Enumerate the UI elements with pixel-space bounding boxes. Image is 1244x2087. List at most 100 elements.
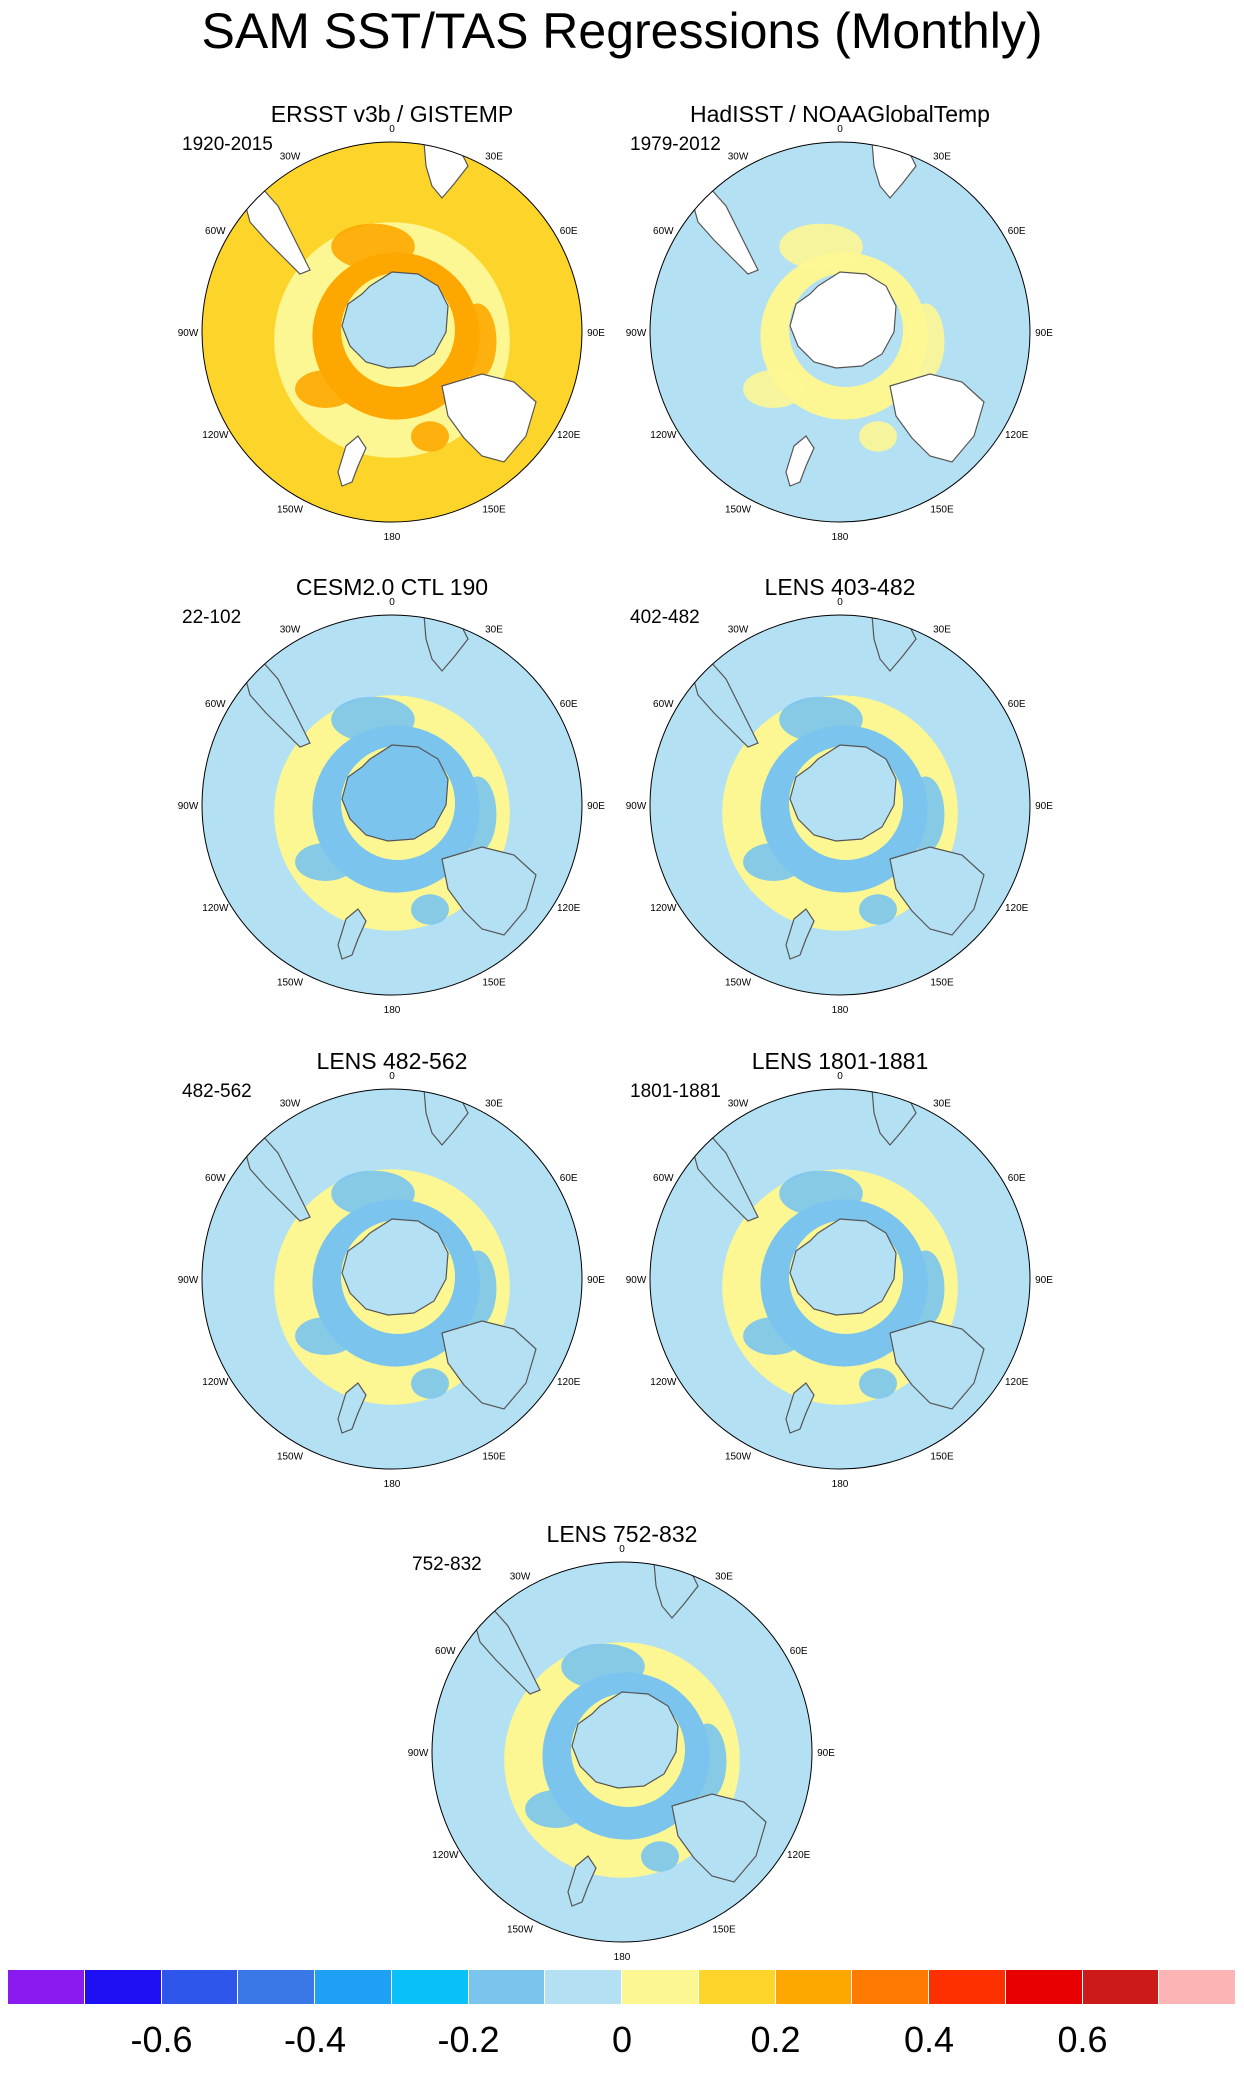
- longitude-label: 30W: [280, 151, 301, 162]
- colorbar-tick-label: -0.6: [130, 2019, 193, 2060]
- anomaly-patch: [331, 1170, 415, 1217]
- south-america-landmass: [691, 187, 759, 275]
- new-zealand-landmass: [785, 435, 815, 487]
- map-fill: [650, 615, 1030, 995]
- colorbar-swatch: [315, 1970, 392, 2004]
- colorbar-swatch: [84, 1970, 162, 2004]
- longitude-label: 0: [389, 1071, 395, 1082]
- longitude-label: 150E: [712, 1925, 736, 1936]
- longitude-label: 60E: [560, 1173, 578, 1184]
- longitude-label: 90E: [587, 1275, 605, 1286]
- longitude-label: 90W: [178, 801, 199, 812]
- longitude-label: 90E: [587, 328, 605, 339]
- map-border: [649, 1088, 1031, 1470]
- anomaly-patch: [906, 776, 945, 853]
- map-panel-lens-403-482: LENS 403-482 402-482 0 30E 60E 90E 120E 150E 1…: [626, 573, 1054, 1016]
- anomaly-patch: [906, 303, 945, 380]
- longitude-label: 0: [389, 597, 395, 608]
- colorbar-swatch: [622, 1970, 699, 2004]
- panel-title: HadISST / NOAAGlobalTemp: [690, 101, 990, 127]
- longitude-label: 60E: [790, 1646, 808, 1657]
- longitude-label: 30W: [728, 624, 749, 635]
- longitude-label: 120W: [650, 903, 677, 914]
- longitude-label: 90E: [587, 801, 605, 812]
- longitude-label: 120E: [1005, 903, 1029, 914]
- longitude-label: 150W: [725, 978, 752, 989]
- longitude-label: 150E: [930, 1452, 954, 1463]
- longitude-label: 150W: [277, 505, 304, 516]
- longitude-label: 180: [384, 1005, 401, 1016]
- longitude-label: 120W: [202, 430, 229, 441]
- longitude-label: 180: [832, 1005, 849, 1016]
- south-america-landmass: [473, 1607, 541, 1695]
- longitude-label: 150E: [482, 505, 506, 516]
- colorbar-tick-label: 0.6: [1057, 2019, 1108, 2060]
- longitude-label: 150E: [482, 978, 506, 989]
- map-fill: [432, 1562, 812, 1942]
- anomaly-patch: [743, 1317, 804, 1355]
- map-border: [649, 141, 1031, 523]
- anomaly-patch: [295, 370, 356, 408]
- longitude-label: 90W: [626, 328, 647, 339]
- colorbar-swatch: [1082, 1970, 1160, 2004]
- map-panel-lens-1801-1881: LENS 1801-1881 1801-1881 0 30E 60E 90E 120E 1…: [626, 1047, 1054, 1490]
- longitude-label: 0: [837, 597, 843, 608]
- polar-map: 0 30E 60E 90E 120E 150E 180 150W 120W 90W 60W 30W: [178, 1071, 606, 1490]
- longitude-label: 60W: [435, 1646, 456, 1657]
- longitude-label: 60E: [1008, 699, 1026, 710]
- polar-map: 0 30E 60E 90E 120E 150E 180 150W 120W 90W 60W 30W: [626, 124, 1054, 543]
- longitude-label: 120E: [557, 1377, 581, 1388]
- map-border: [431, 1561, 813, 1943]
- map-border: [649, 614, 1031, 996]
- panel-title: LENS 1801-1881: [751, 1048, 929, 1074]
- polar-map: 0 30E 60E 90E 120E 150E 180 150W 120W 90W 60W 30W: [178, 597, 606, 1016]
- longitude-label: 60W: [653, 1173, 674, 1184]
- anomaly-patch: [525, 1790, 586, 1828]
- map-fill: [202, 142, 582, 522]
- longitude-label: 30W: [728, 1098, 749, 1109]
- new-zealand-landmass: [337, 435, 367, 487]
- panel-title: LENS 403-482: [764, 574, 916, 600]
- australia-landmass: [889, 846, 985, 936]
- panel-period: 752-832: [412, 1554, 482, 1575]
- panel-period: 22-102: [182, 607, 242, 628]
- longitude-label: 30E: [485, 151, 503, 162]
- anomaly-patch: [906, 1250, 945, 1327]
- polar-map: 0 30E 60E 90E 120E 150E 180 150W 120W 90W 60W 30W: [626, 597, 1054, 1016]
- longitude-label: 90E: [1035, 1275, 1053, 1286]
- longitude-label: 150W: [277, 978, 304, 989]
- longitude-label: 150W: [277, 1452, 304, 1463]
- anomaly-patch: [688, 1723, 727, 1800]
- polar-map: 0 30E 60E 90E 120E 150E 180 150W 120W 90W 60W 30W: [408, 1544, 836, 1963]
- anomaly-patch: [295, 1317, 356, 1355]
- south-america-landmass: [243, 1134, 311, 1222]
- anomaly-patch: [458, 776, 497, 853]
- map-border: [201, 1088, 583, 1470]
- australia-landmass: [889, 1320, 985, 1410]
- antarctica-landmass: [789, 1218, 897, 1316]
- colorbar-swatch: [1159, 1970, 1236, 2004]
- antarctica-landmass: [789, 271, 897, 369]
- anomaly-patch: [561, 1643, 645, 1690]
- longitude-label: 120W: [650, 430, 677, 441]
- longitude-label: 150E: [930, 978, 954, 989]
- south-america-landmass: [243, 660, 311, 748]
- polar-map: 0 30E 60E 90E 120E 150E 180 150W 120W 90W 60W 30W: [626, 1071, 1054, 1490]
- colorbar-tick-label: 0.2: [750, 2019, 801, 2060]
- colorbar-swatch: [161, 1970, 239, 2004]
- longitude-label: 90W: [408, 1748, 429, 1759]
- panel-period: 402-482: [630, 607, 700, 628]
- colorbar: -0.6 -0.4 -0.2 0 0.2 0.4 0.6: [8, 1970, 1236, 2080]
- longitude-label: 0: [837, 124, 843, 135]
- map-fill: [202, 1089, 582, 1469]
- australia-landmass: [441, 846, 537, 936]
- longitude-label: 120W: [650, 1377, 677, 1388]
- anomaly-patch: [331, 696, 415, 743]
- longitude-label: 120E: [557, 903, 581, 914]
- antarctica-landmass: [341, 744, 449, 842]
- longitude-label: 180: [384, 532, 401, 543]
- longitude-label: 60E: [1008, 226, 1026, 237]
- colorbar-tick-label: 0: [611, 2019, 633, 2060]
- south-america-landmass: [691, 1134, 759, 1222]
- longitude-label: 30E: [715, 1571, 733, 1582]
